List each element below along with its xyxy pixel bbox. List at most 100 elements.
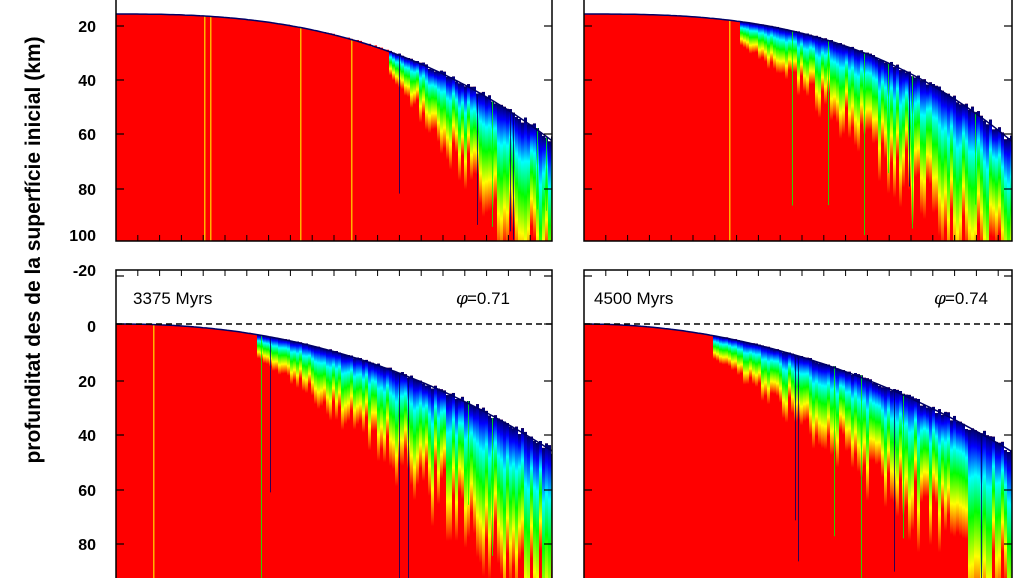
eroded-region	[146, 270, 150, 325]
eroded-region	[662, 0, 666, 16]
eroded-region	[635, 270, 639, 326]
eroded-region	[278, 0, 282, 24]
eroded-region	[914, 270, 918, 399]
eroded-region	[983, 270, 987, 431]
heatmap-column	[431, 69, 435, 241]
eroded-region	[638, 270, 642, 327]
eroded-surface-line	[116, 13, 552, 142]
eroded-region	[122, 0, 126, 15]
eroded-region	[503, 270, 507, 422]
eroded-region	[221, 0, 225, 18]
eroded-region	[200, 0, 204, 16]
eroded-region	[656, 270, 660, 328]
heatmap-column	[305, 343, 309, 578]
eroded-region	[872, 0, 876, 56]
y-tick-label: 40	[78, 73, 96, 90]
y-tick-label: 20	[78, 19, 96, 36]
eroded-region	[716, 270, 720, 337]
eroded-region	[953, 270, 957, 416]
heatmap-column	[845, 371, 849, 578]
heatmap-column	[482, 91, 486, 241]
heatmap-column	[479, 408, 483, 578]
eroded-region	[677, 270, 681, 330]
eroded-region	[737, 0, 741, 21]
heatmap-streak	[300, 27, 302, 241]
heatmap-column	[338, 352, 342, 578]
eroded-region	[809, 270, 813, 359]
eroded-region	[935, 0, 939, 86]
eroded-region	[1004, 0, 1008, 140]
eroded-region	[266, 0, 270, 22]
heatmap-column	[431, 388, 435, 578]
heatmap-column	[842, 370, 846, 578]
heatmap-streak	[975, 111, 976, 205]
eroded-region	[602, 270, 606, 325]
heatmap-column	[425, 64, 429, 241]
heatmap-column	[524, 117, 528, 241]
eroded-region	[242, 0, 246, 20]
eroded-region	[1001, 270, 1005, 442]
heatmap-column	[548, 141, 552, 241]
y-tick-label: -20	[73, 263, 96, 280]
heatmap-streak	[210, 16, 212, 241]
eroded-region	[485, 270, 489, 411]
eroded-region	[887, 270, 891, 388]
eroded-region	[827, 270, 831, 365]
heatmap-column	[884, 387, 888, 578]
eroded-region	[611, 270, 615, 325]
eroded-region	[776, 270, 780, 350]
eroded-region	[299, 0, 303, 28]
eroded-region	[908, 270, 912, 395]
heatmap-column	[476, 404, 480, 578]
heatmap-streak	[792, 30, 793, 206]
eroded-region	[746, 0, 750, 23]
heatmap-column	[812, 361, 816, 578]
heatmap-column	[389, 50, 393, 241]
heatmap-column	[470, 405, 474, 578]
eroded-region	[533, 0, 537, 124]
heatmap-column	[740, 341, 744, 578]
heatmap-column	[818, 363, 822, 578]
eroded-region	[674, 270, 678, 330]
eroded-region	[791, 270, 795, 354]
heatmap-column	[488, 95, 492, 241]
heatmap-column	[386, 367, 390, 578]
eroded-region	[473, 0, 477, 87]
eroded-region	[473, 270, 477, 407]
heatmap-column	[893, 67, 897, 241]
eroded-region	[401, 0, 405, 56]
eroded-region	[731, 0, 735, 21]
eroded-region	[158, 0, 162, 15]
heatmap-column	[401, 55, 405, 241]
eroded-region	[131, 0, 135, 15]
eroded-region	[995, 270, 999, 442]
eroded-region	[722, 270, 726, 338]
heatmap-column	[764, 346, 768, 578]
heatmap-column	[443, 71, 447, 241]
heatmap-column	[533, 123, 537, 241]
heatmap-column	[407, 58, 411, 241]
eroded-region	[368, 270, 372, 362]
eroded-region	[374, 270, 378, 365]
heatmap-column	[527, 124, 531, 241]
eroded-region	[464, 270, 468, 402]
heatmap-column	[986, 435, 990, 578]
svg-text:φ: φ	[934, 289, 946, 309]
heatmap-streak	[894, 389, 895, 572]
eroded-region	[122, 270, 126, 325]
eroded-region	[773, 270, 777, 350]
heatmap-column	[938, 86, 942, 241]
eroded-region	[686, 270, 690, 332]
heatmap-column	[413, 61, 417, 241]
eroded-region	[800, 270, 804, 357]
heatmap-column	[782, 352, 786, 578]
heatmap-column	[833, 42, 837, 241]
eroded-region	[824, 270, 828, 364]
heatmap-column	[482, 407, 486, 578]
eroded-region	[515, 270, 519, 427]
eroded-region	[197, 270, 201, 328]
heatmap-column	[800, 32, 804, 241]
eroded-region	[512, 0, 516, 113]
eroded-region	[269, 0, 273, 23]
heatmap-column	[536, 443, 540, 578]
